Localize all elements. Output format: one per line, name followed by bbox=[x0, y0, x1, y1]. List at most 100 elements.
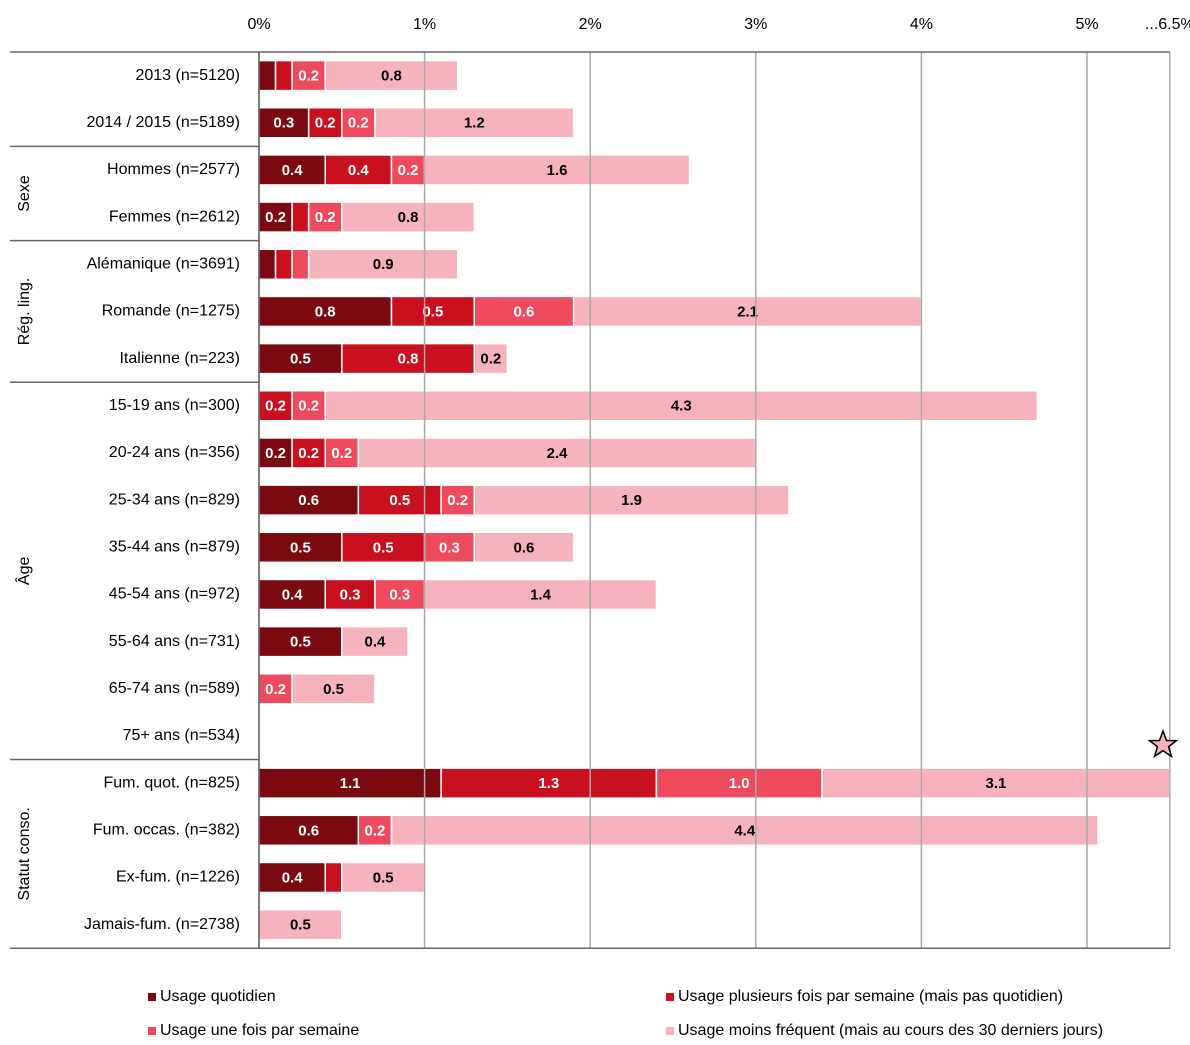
bar-value-label: 0.2 bbox=[348, 115, 369, 132]
bar-value-label: 0.2 bbox=[315, 115, 336, 132]
bar-segment bbox=[291, 390, 326, 422]
bar-value-label: 0.2 bbox=[298, 68, 319, 85]
bar-segment bbox=[307, 248, 459, 281]
legend-label: Usage quotidien bbox=[160, 988, 276, 1005]
bar-value-label: 1.2 bbox=[464, 115, 485, 132]
bar-value-label: 1.3 bbox=[538, 775, 559, 792]
legend-swatch bbox=[148, 993, 156, 1001]
truncation-star bbox=[1147, 728, 1179, 759]
group-label: Rég. ling. bbox=[16, 278, 33, 346]
bar-value-label: 4.3 bbox=[671, 398, 692, 415]
bar-segment bbox=[258, 342, 343, 375]
bar-value-label: 0.6 bbox=[514, 303, 535, 320]
bar-segment bbox=[291, 201, 310, 233]
bar-segment bbox=[341, 531, 426, 564]
bar-segment bbox=[324, 578, 376, 611]
category-label: 35-44 ans (n=879) bbox=[109, 539, 240, 556]
bar-value-label: 0.6 bbox=[298, 822, 319, 839]
category-label: Jamais-fum. (n=2738) bbox=[84, 916, 240, 933]
bar-value-label: 2.1 bbox=[737, 303, 758, 320]
bar-value-label: 1.6 bbox=[547, 162, 568, 179]
bar-value-label: 0.2 bbox=[265, 681, 286, 698]
bar-segment bbox=[291, 59, 326, 92]
bar-value-label: 0.2 bbox=[331, 445, 352, 462]
legend-swatch bbox=[148, 1027, 156, 1035]
bar-segment bbox=[307, 201, 343, 233]
category-label: 75+ ans (n=534) bbox=[123, 727, 240, 744]
bar-value-label: 0.2 bbox=[265, 445, 286, 462]
legend-label: Usage une fois par semaine bbox=[160, 1022, 359, 1039]
bar-value-label: 0.2 bbox=[265, 398, 286, 415]
x-tick-label: ...6.5% bbox=[1145, 16, 1190, 33]
bar-segment bbox=[258, 767, 442, 799]
category-label: 55-64 ans (n=731) bbox=[109, 633, 240, 650]
bar-segment bbox=[258, 154, 326, 186]
x-tick-label: 4% bbox=[910, 16, 933, 33]
category-label: Fum. quot. (n=825) bbox=[103, 774, 240, 791]
bar-value-label: 0.2 bbox=[364, 822, 385, 839]
category-label: Romande (n=1275) bbox=[102, 303, 240, 320]
bar-segment bbox=[258, 437, 293, 469]
bar-value-label: 0.5 bbox=[373, 869, 394, 886]
bar-value-label: 0.4 bbox=[282, 869, 304, 886]
bar-value-label: 0.6 bbox=[514, 539, 535, 556]
bar-value-label: 0.8 bbox=[315, 303, 336, 320]
bar-segment bbox=[274, 59, 293, 92]
legend-swatch bbox=[666, 1027, 674, 1035]
group-label: Âge bbox=[14, 557, 33, 586]
bar-segment bbox=[258, 814, 360, 847]
category-label: Italienne (n=223) bbox=[119, 350, 240, 367]
bar-segment bbox=[341, 107, 376, 139]
bar-value-label: 0.2 bbox=[298, 398, 319, 415]
legend-swatch bbox=[666, 993, 674, 1001]
bar-segment bbox=[324, 437, 360, 469]
bar-segment bbox=[258, 59, 277, 92]
bar-value-label: 0.3 bbox=[340, 586, 361, 603]
bar-segment bbox=[473, 295, 575, 328]
bar-value-label: 0.3 bbox=[389, 586, 410, 603]
category-label: Fum. occas. (n=382) bbox=[93, 822, 240, 839]
bar-segment bbox=[374, 107, 575, 139]
bar-value-label: 0.6 bbox=[298, 492, 319, 509]
bar-segment bbox=[423, 531, 476, 564]
category-label: 45-54 ans (n=972) bbox=[109, 586, 240, 603]
bar-value-label: 0.2 bbox=[447, 492, 468, 509]
bar-value-label: 2.4 bbox=[547, 445, 569, 462]
bar-segment bbox=[357, 814, 393, 847]
bar-value-label: 0.2 bbox=[398, 162, 419, 179]
bar-segment bbox=[324, 59, 459, 92]
category-label: Femmes (n=2612) bbox=[109, 208, 240, 225]
bar-value-label: 1.1 bbox=[340, 775, 361, 792]
x-tick-label: 3% bbox=[744, 16, 767, 33]
bar-value-label: 0.5 bbox=[290, 634, 311, 651]
bar-value-label: 4.4 bbox=[734, 822, 756, 839]
bar-value-label: 0.4 bbox=[364, 634, 386, 651]
bar-segment bbox=[473, 531, 575, 564]
category-label: Hommes (n=2577) bbox=[107, 161, 240, 178]
x-tick-label: 1% bbox=[413, 16, 436, 33]
bar-value-label: 0.3 bbox=[273, 115, 294, 132]
x-tick-label: 5% bbox=[1075, 16, 1098, 33]
bar-value-label: 0.5 bbox=[373, 539, 394, 556]
category-label: 15-19 ans (n=300) bbox=[109, 397, 240, 414]
group-label: Statut conso. bbox=[16, 807, 33, 900]
bar-segment bbox=[274, 248, 293, 281]
bar-segment bbox=[440, 767, 658, 799]
legend-label: Usage plusieurs fois par semaine (mais p… bbox=[678, 988, 1063, 1005]
bar-segment bbox=[572, 295, 923, 328]
bar-segment bbox=[473, 342, 509, 375]
bar-segment bbox=[258, 248, 277, 281]
category-label: 25-34 ans (n=829) bbox=[109, 491, 240, 508]
bar-value-label: 1.0 bbox=[729, 775, 750, 792]
category-label: 20-24 ans (n=356) bbox=[109, 444, 240, 461]
bar-value-label: 0.5 bbox=[389, 492, 410, 509]
bar-segment bbox=[821, 767, 1171, 799]
bar-segment bbox=[341, 201, 476, 233]
category-label: Ex-fum. (n=1226) bbox=[116, 869, 240, 886]
bar-segment bbox=[324, 861, 343, 894]
bar-segment bbox=[324, 390, 1039, 422]
bar-value-label: 0.9 bbox=[373, 256, 394, 273]
bar-segment bbox=[258, 107, 310, 139]
